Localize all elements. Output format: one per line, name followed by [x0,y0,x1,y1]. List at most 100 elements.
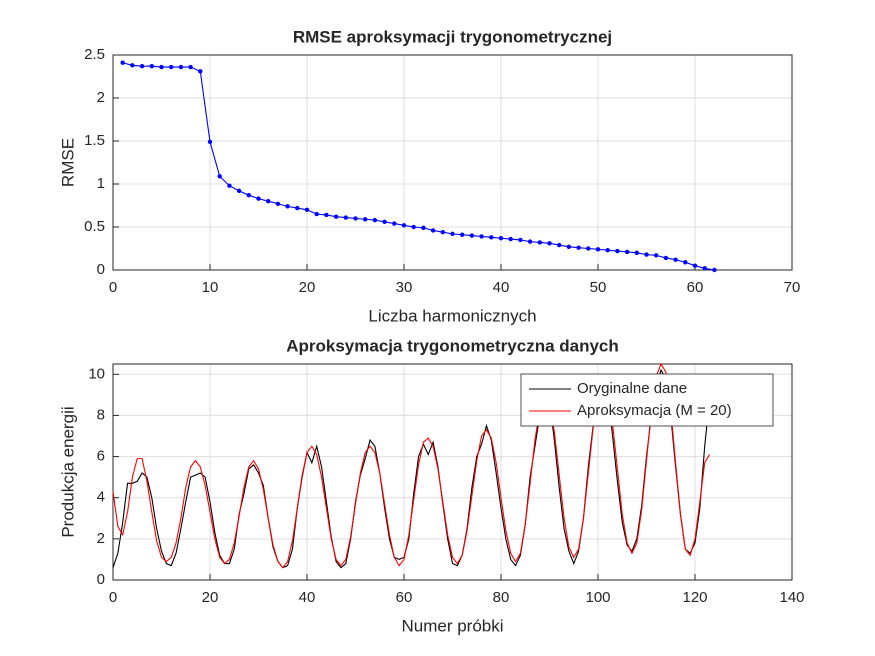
chart-title: RMSE aproksymacji trygonometrycznej [293,27,612,46]
data-point [382,219,387,225]
y-tick-label: 2.5 [84,46,105,63]
data-point [537,240,542,245]
data-point [527,239,533,244]
x-tick-label: 80 [493,589,510,606]
data-point [683,260,688,265]
data-point [353,216,358,221]
data-point [508,236,513,242]
data-point [566,244,572,249]
x-tick-label: 100 [585,589,610,606]
legend-label: Oryginalne dane [577,380,687,397]
data-point [217,174,222,179]
y-axis-label: Produkcja energii [58,406,77,537]
data-point [207,139,213,145]
data-point [421,225,426,231]
data-point [489,235,494,240]
data-point [139,63,145,69]
plot-area [113,55,792,270]
y-tick-label: 2 [97,89,105,106]
x-tick-label: 30 [396,279,413,296]
x-tick-label: 40 [493,279,510,296]
data-point [314,211,319,217]
data-point [440,229,445,235]
data-point [304,207,310,212]
data-point [624,249,630,255]
legend-box [520,373,774,427]
y-axis-label: RMSE [58,138,77,187]
x-axis-label: Numer próbki [401,616,503,635]
data-point [392,221,397,226]
data-point [372,217,378,223]
x-axis-label: Liczba harmonicznych [368,306,536,325]
data-point [285,204,290,209]
data-point [363,217,368,222]
data-point [236,188,242,194]
data-point [479,234,484,239]
data-point [120,60,125,65]
data-point [712,267,717,273]
data-point [130,63,135,68]
x-tick-label: 120 [682,589,707,606]
data-point [663,255,669,261]
x-tick-label: 60 [687,279,704,296]
y-tick-label: 4 [97,489,105,506]
y-tick-label: 2 [97,530,105,547]
x-tick-label: 10 [202,279,219,296]
x-tick-label: 20 [202,589,219,606]
data-point [149,63,154,69]
data-point [188,64,193,70]
data-point [450,231,455,237]
y-tick-label: 1.5 [84,132,105,149]
data-point [605,248,610,253]
x-tick-label: 50 [590,279,607,296]
data-point [411,224,416,230]
y-tick-label: 10 [88,365,105,382]
y-tick-label: 6 [97,448,105,465]
y-tick-label: 0.5 [84,218,105,235]
legend: Oryginalne dane Aproksymacja (M = 20) [520,373,774,427]
data-point [469,233,475,238]
data-point [557,242,562,248]
axes-box [112,54,793,271]
x-tick-label: 40 [299,589,316,606]
y-tick-label: 8 [97,406,105,423]
legend-label: Aproksymacja (M = 20) [577,402,732,419]
y-tick-label: 0 [97,261,105,278]
data-point [586,246,591,251]
y-tick-label: 1 [97,175,105,192]
data-point [275,201,281,206]
x-tick-label: 20 [299,279,316,296]
data-point [256,196,261,201]
data-point [246,192,251,198]
data-point [227,183,232,188]
x-tick-label: 0 [109,279,117,296]
data-point [576,245,581,250]
data-point [615,248,620,254]
x-tick-label: 0 [109,589,117,606]
data-point [324,212,329,218]
data-point [430,228,436,233]
data-point [702,266,707,271]
data-point [644,252,649,257]
x-tick-label: 60 [396,589,413,606]
axes-box [112,363,793,581]
data-point [654,253,659,258]
data-point [159,64,164,70]
data-point [673,257,678,262]
data-point [295,205,300,211]
data-point [692,263,698,268]
chart-title: Aproksymacja trygonometryczna danych [286,336,619,355]
data-point [343,215,348,220]
data-point [198,69,203,74]
data-point [547,241,552,246]
x-tick-label: 140 [779,589,804,606]
data-point [498,235,504,241]
data-point [266,199,271,204]
data-point [178,64,184,70]
data-point [460,232,465,237]
data-point [401,223,407,228]
data-point [595,247,601,252]
x-tick-label: 70 [784,279,801,296]
data-point [169,64,174,70]
